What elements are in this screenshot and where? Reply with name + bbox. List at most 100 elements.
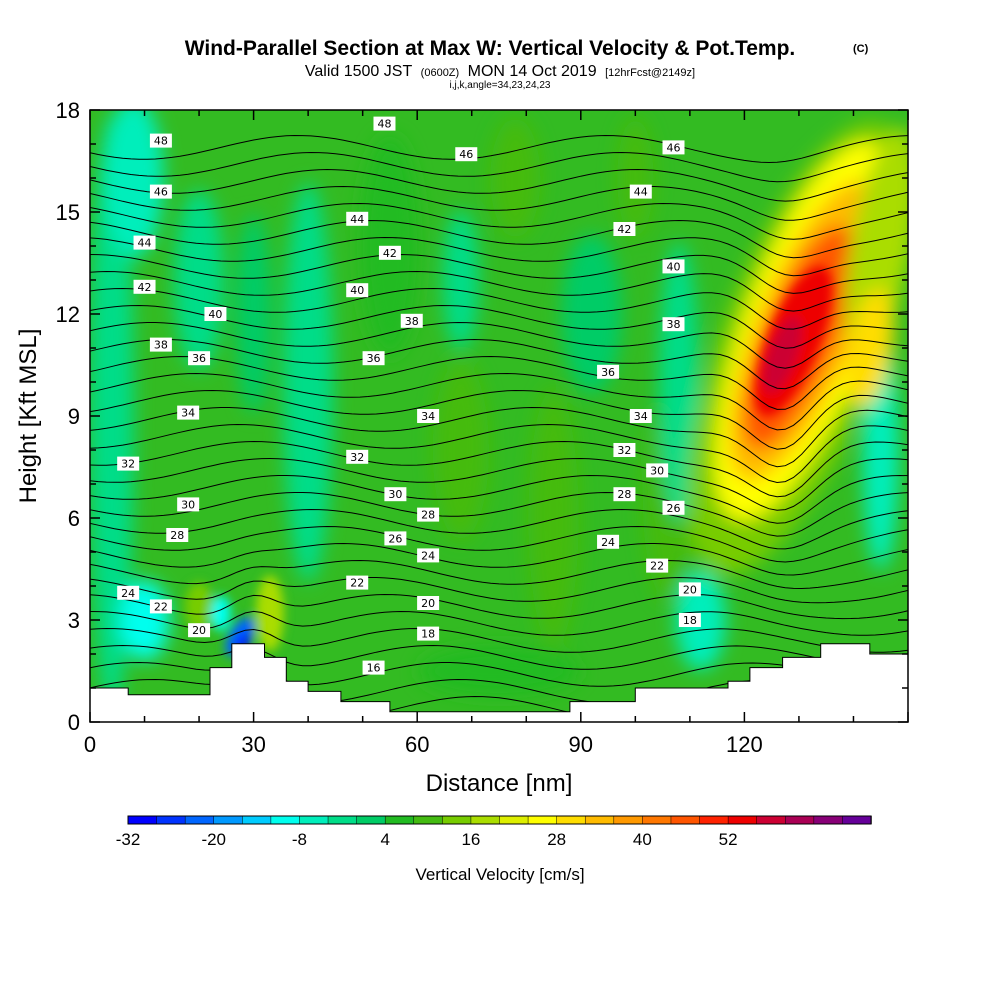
isentrope-label-box <box>662 500 685 515</box>
y-tick-label: 18 <box>56 98 80 123</box>
velocity-cell <box>235 214 272 414</box>
isentrope-line <box>90 355 908 410</box>
isentrope-label-box <box>662 259 685 274</box>
isentrope-label-text: 18 <box>421 628 435 641</box>
isentrope-line <box>90 321 908 369</box>
chart-subtitle: Valid 1500 JST (0600Z) MON 14 Oct 2019 [… <box>305 63 695 80</box>
isentrope-label: 40 <box>204 307 227 321</box>
isentrope-line <box>90 253 908 294</box>
isentrope-line <box>90 559 908 590</box>
isentrope-label: 22 <box>646 558 669 573</box>
isentrope-label: 26 <box>384 531 407 546</box>
isentrope-label-text: 42 <box>383 247 397 260</box>
colorbar-swatch <box>470 815 501 825</box>
isentrope-line <box>90 270 908 312</box>
isentrope-line <box>90 508 908 550</box>
colorbar-swatch <box>556 815 586 825</box>
colorbar-tick-label: 40 <box>633 830 652 849</box>
isentrope-label-box <box>400 313 423 328</box>
colorbar-swatch <box>499 815 529 825</box>
isentrope-label: 40 <box>346 283 369 298</box>
isentrope-label: 30 <box>384 487 407 502</box>
isentrope-line <box>90 202 908 240</box>
isentrope-label-box <box>362 660 385 675</box>
terrain <box>90 643 908 722</box>
field-broad <box>90 110 908 716</box>
isentrope-label-text: 36 <box>601 366 615 379</box>
isentrope-label: 46 <box>149 184 172 199</box>
isentrope-line <box>90 525 908 563</box>
y-tick-label: 0 <box>68 710 80 735</box>
isentrope-label-text: 48 <box>154 135 168 148</box>
isentrope-line <box>90 440 908 498</box>
isentrope-label: 42 <box>133 279 156 294</box>
isentrope-label: 38 <box>400 313 423 328</box>
isentrope-label-text: 42 <box>617 223 631 236</box>
x-tick-label: 30 <box>241 732 265 757</box>
isentrope-label-box <box>417 596 440 610</box>
isentrope-line <box>90 627 908 653</box>
isentrope-label-box <box>662 317 685 332</box>
isentrope-label-text: 34 <box>634 410 648 423</box>
isentrope-label: 44 <box>629 184 652 199</box>
subtitle-date: MON 14 Oct 2019 <box>468 63 597 80</box>
isentrope-line <box>90 219 908 259</box>
colorbar-swatch <box>584 815 615 825</box>
colorbar-tick-label: 4 <box>380 830 389 849</box>
isentrope-line <box>90 457 908 511</box>
isentrope-label: 44 <box>346 211 369 226</box>
isentrope-label-box <box>177 405 200 420</box>
isentrope-label-text: 20 <box>421 597 435 610</box>
x-axis: 0 30 60 90 120 <box>84 110 909 757</box>
colorbar-swatch <box>813 815 844 825</box>
isentrope-label-box <box>629 409 652 423</box>
isentrope-label-text: 38 <box>154 339 168 352</box>
velocity-cell <box>561 234 622 394</box>
isentrope-label-text: 28 <box>617 488 631 501</box>
isentrope-label: 28 <box>417 507 440 522</box>
velocity-cell <box>845 288 894 408</box>
isentrope-label-box <box>362 351 385 366</box>
colorbar-swatch <box>727 815 758 825</box>
isentrope-label-text: 46 <box>667 141 681 154</box>
isentrope-label-text: 46 <box>154 186 168 199</box>
x-tick-label: 60 <box>405 732 429 757</box>
isentrope-label-text: 28 <box>421 509 435 522</box>
isentrope-label-text: 40 <box>667 260 681 273</box>
plot-area: 48 48 46 46 46 44 44 42 44 42 40 42 40 40 38 38 38 36 36 36… <box>90 110 908 722</box>
isentrope-label: 36 <box>362 351 385 366</box>
isentrope-label-box <box>678 613 701 627</box>
isentrope-label-box <box>455 147 478 162</box>
isentrope-label-text: 26 <box>667 502 681 515</box>
isentrope-label-text: 20 <box>683 583 697 596</box>
isentrope-label: 42 <box>378 245 401 260</box>
isentrope-label: 38 <box>149 337 172 352</box>
isentrope-label: 32 <box>117 456 140 471</box>
isentrope-label-text: 22 <box>154 600 168 613</box>
colorbar-swatch <box>442 815 472 825</box>
velocity-cell <box>419 646 579 696</box>
isentrope-label-box <box>373 116 396 131</box>
isentrope-labels: 48 48 46 46 46 44 44 42 44 42 40 42 40 40 38 38 38 36 36 36… <box>117 116 701 675</box>
isentrope-label: 36 <box>188 351 211 366</box>
isentrope-label-text: 16 <box>367 662 381 675</box>
isentrope-label: 36 <box>597 364 620 379</box>
colorbar-tick-label: 52 <box>719 830 738 849</box>
isentrope-label-box <box>177 497 200 512</box>
colorbar-swatch <box>384 815 415 825</box>
isentrope-line <box>90 338 908 390</box>
colorbar-swatch <box>184 815 215 825</box>
isentrope-label-text: 30 <box>650 464 664 477</box>
isentrope-line <box>90 151 908 183</box>
isentrope-label-text: 46 <box>459 148 473 161</box>
isentrope-label-text: 22 <box>650 560 664 573</box>
isentrope-label: 20 <box>678 582 701 597</box>
isentrope-label-box <box>646 558 669 573</box>
isentrope-label-text: 38 <box>405 315 419 328</box>
colorbar-swatch <box>842 815 872 825</box>
colorbar-tick-label: 28 <box>547 830 566 849</box>
isentrope-line <box>90 185 908 221</box>
isentrope-label-box <box>417 507 440 522</box>
isentrope-label: 26 <box>662 500 685 515</box>
